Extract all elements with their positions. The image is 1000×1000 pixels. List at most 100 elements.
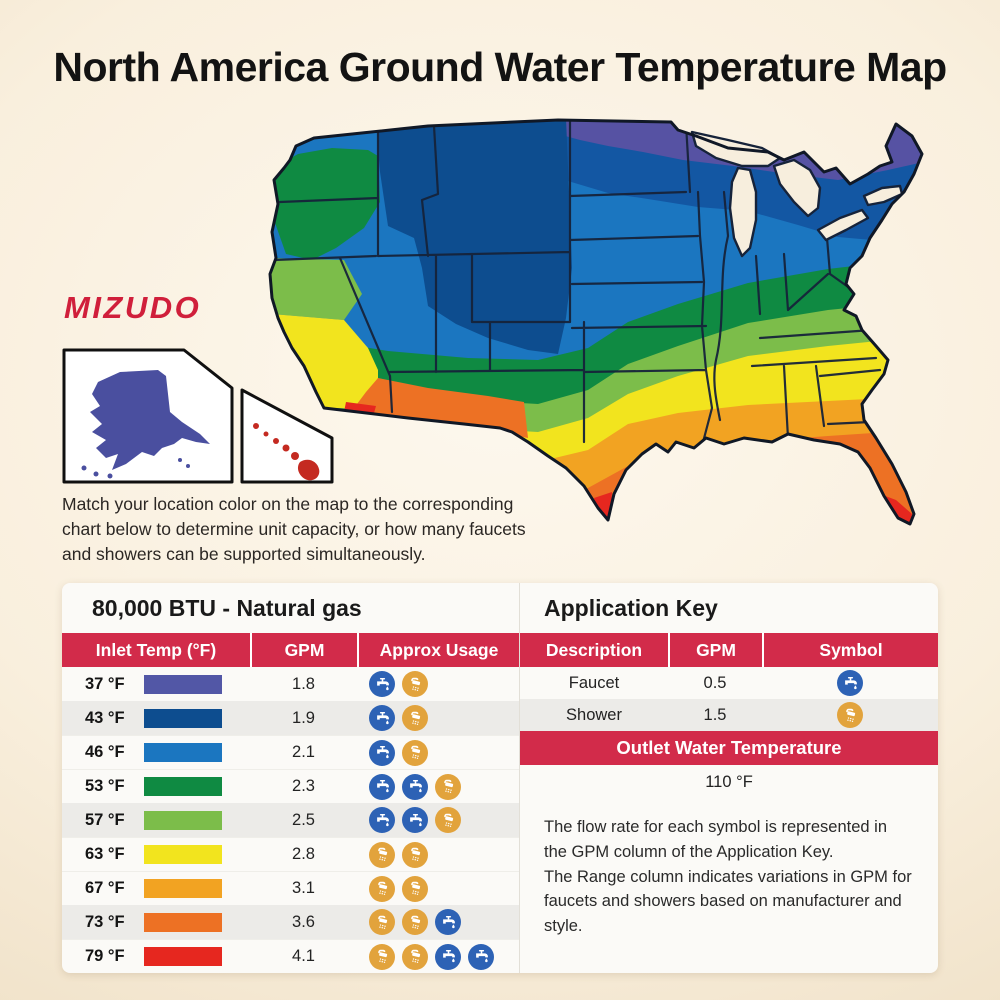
gpm-cell: 3.6 xyxy=(292,912,315,931)
lake-huron xyxy=(772,158,822,218)
shower-icon xyxy=(402,671,428,697)
faucet-icon xyxy=(369,671,395,697)
header-symbol: Symbol xyxy=(762,633,938,667)
inlet-temp-cell: 43 °F xyxy=(62,701,250,735)
inlet-temp-cell: 37 °F xyxy=(62,667,250,701)
application-key-row: Faucet 0.5 xyxy=(520,667,938,699)
note-line-1: The flow rate for each symbol is represe… xyxy=(544,818,887,861)
shower-icon xyxy=(402,705,428,731)
temperature-color-swatch xyxy=(144,810,222,830)
btu-row: 63 °F 2.8 xyxy=(62,837,519,871)
symbol-cell xyxy=(762,667,938,699)
hawaii-inset xyxy=(240,388,334,484)
temperature-color-swatch xyxy=(144,879,222,898)
description-cell: Faucet xyxy=(568,673,620,692)
inlet-temp-label: 67 °F xyxy=(85,879,125,897)
application-key-title: Application Key xyxy=(544,594,718,621)
faucet-icon xyxy=(435,909,461,935)
state-borders xyxy=(272,120,882,448)
application-key: Application Key Description GPM Symbol F… xyxy=(519,583,938,973)
outlet-water-temperature-value: 110 °F xyxy=(705,772,753,791)
faucet-icon xyxy=(435,943,461,970)
inlet-temp-label: 43 °F xyxy=(85,708,125,727)
btu-row: 79 °F 4.1 xyxy=(62,939,519,973)
capacity-panel: 80,000 BTU - Natural gas Inlet Temp (°F)… xyxy=(62,583,938,973)
us-outline xyxy=(268,118,924,526)
btu-row: 57 °F 2.5 xyxy=(62,803,519,837)
map-caption: Match your location color on the map to … xyxy=(62,494,526,565)
inlet-temp-cell: 73 °F xyxy=(62,905,250,939)
approx-usage-cell xyxy=(357,667,519,701)
shower-icon xyxy=(369,841,395,868)
approx-usage-cell xyxy=(357,872,519,905)
faucet-icon xyxy=(837,670,863,696)
temperature-color-swatch xyxy=(144,743,222,762)
btu-row: 46 °F 2.1 xyxy=(62,735,519,769)
approx-usage-cell xyxy=(357,905,519,939)
shower-icon xyxy=(837,702,863,728)
temperature-color-swatch xyxy=(144,845,222,864)
inlet-temp-label: 46 °F xyxy=(85,743,125,761)
inlet-temp-cell: 46 °F xyxy=(62,736,250,769)
alaska-shape xyxy=(90,370,210,470)
header-description: Description xyxy=(545,639,643,660)
btu-table-title: 80,000 BTU - Natural gas xyxy=(92,594,362,621)
gpm-cell: 1.5 xyxy=(703,705,727,724)
btu-row: 53 °F 2.3 xyxy=(62,769,519,803)
shower-icon xyxy=(369,943,395,970)
inlet-temp-label: 37 °F xyxy=(85,674,125,693)
us-ground-water-temperature-map xyxy=(268,118,924,526)
inlet-temp-label: 63 °F xyxy=(85,845,125,863)
approx-usage-cell xyxy=(357,770,519,803)
gpm-cell: 4.1 xyxy=(292,947,315,965)
application-key-rows: Faucet 0.5 Shower 1.5 xyxy=(520,667,938,731)
application-key-header: Description GPM Symbol xyxy=(520,633,938,667)
btu-table-header: Inlet Temp (°F) GPM Approx Usage xyxy=(62,633,519,667)
lake-michigan xyxy=(728,166,758,258)
btu-table: 80,000 BTU - Natural gas Inlet Temp (°F)… xyxy=(62,583,519,973)
inlet-temp-label: 53 °F xyxy=(85,777,125,795)
faucet-icon xyxy=(369,705,395,731)
hawaii-islands xyxy=(253,423,320,481)
application-key-row: Shower 1.5 xyxy=(520,699,938,731)
faucet-icon xyxy=(402,773,428,800)
shower-icon xyxy=(435,773,461,800)
shower-icon xyxy=(369,875,395,902)
temperature-color-swatch xyxy=(144,912,222,932)
approx-usage-cell xyxy=(357,838,519,871)
shower-icon xyxy=(369,909,395,935)
temperature-color-swatch xyxy=(144,674,222,694)
gpm-cell: 2.8 xyxy=(292,845,315,863)
shower-icon xyxy=(402,909,428,935)
shower-icon xyxy=(402,841,428,868)
temperature-color-swatch xyxy=(144,947,222,966)
gpm-cell: 3.1 xyxy=(292,879,315,897)
btu-table-rows: 37 °F 1.8 43 °F 1.9 46 °F 2.1 53 °F 2.3 57 °F 2.5… xyxy=(62,667,519,973)
btu-row: 43 °F 1.9 xyxy=(62,701,519,735)
inlet-temp-cell: 53 °F xyxy=(62,770,250,803)
temperature-zones xyxy=(270,120,922,524)
faucet-icon xyxy=(369,773,395,800)
gpm-cell: 2.3 xyxy=(292,777,315,795)
header-gpm: GPM xyxy=(250,633,357,667)
inlet-temp-label: 57 °F xyxy=(85,810,125,829)
inlet-temp-cell: 57 °F xyxy=(62,803,250,837)
gpm-cell: 1.9 xyxy=(292,708,315,727)
btu-row: 67 °F 3.1 xyxy=(62,871,519,905)
flow-rate-note: The flow rate for each symbol is represe… xyxy=(520,799,938,939)
btu-row: 73 °F 3.6 xyxy=(62,905,519,939)
gpm-cell: 2.1 xyxy=(292,743,315,761)
header-approx-usage: Approx Usage xyxy=(357,633,519,667)
faucet-icon xyxy=(468,943,494,970)
description-cell: Shower xyxy=(566,705,622,724)
note-line-2: The Range column indicates variations in… xyxy=(544,867,912,936)
approx-usage-cell xyxy=(357,701,519,735)
faucet-icon xyxy=(369,807,395,833)
approx-usage-cell xyxy=(357,940,519,973)
temperature-color-swatch xyxy=(144,708,222,728)
faucet-icon xyxy=(402,807,428,833)
header-key-gpm: GPM xyxy=(668,633,762,667)
inlet-temp-cell: 67 °F xyxy=(62,872,250,905)
lake-erie xyxy=(816,208,870,242)
inlet-temp-cell: 79 °F xyxy=(62,940,250,973)
